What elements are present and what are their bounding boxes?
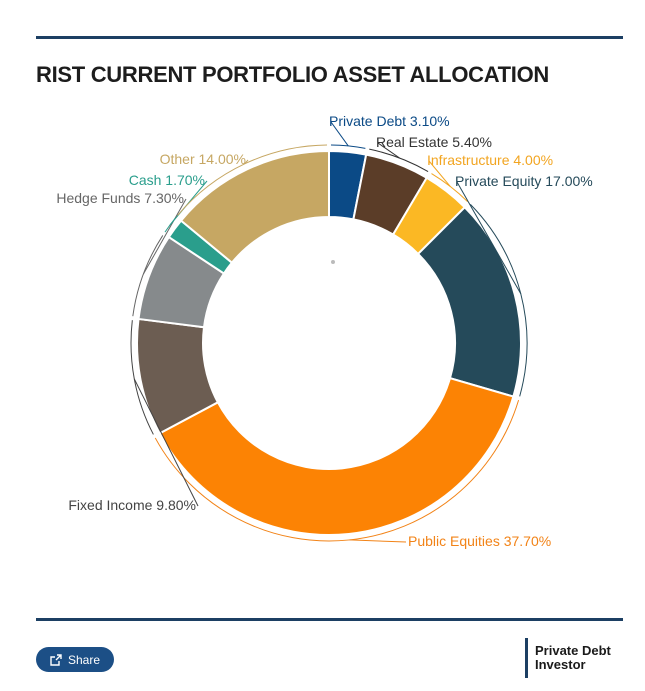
label-connector bbox=[244, 159, 249, 165]
center-dot bbox=[331, 260, 335, 264]
share-icon bbox=[50, 653, 62, 666]
label-connector bbox=[377, 142, 400, 159]
label-connector bbox=[456, 181, 522, 295]
label-connector bbox=[428, 160, 451, 187]
slice-label: Infrastructure 4.00% bbox=[427, 152, 553, 168]
chart-title: RIST CURRENT PORTFOLIO ASSET ALLOCATION bbox=[36, 62, 550, 87]
slice-other[interactable] bbox=[179, 149, 330, 265]
bottom-rule bbox=[36, 618, 623, 621]
donut-chart: Private Debt 3.10% Real Estate 5.40% Infra… bbox=[56, 113, 593, 549]
slice-label: Cash 1.70% bbox=[129, 172, 205, 188]
slice-bracket bbox=[154, 399, 520, 542]
slice-label: Fixed Income 9.80% bbox=[68, 497, 196, 513]
brand-line1: Private Debt bbox=[535, 643, 611, 658]
slice-label: Real Estate 5.40% bbox=[376, 134, 492, 150]
label-connector bbox=[349, 539, 407, 543]
slice-label: Other 14.00% bbox=[160, 151, 246, 167]
top-rule bbox=[36, 36, 623, 39]
label-connector bbox=[142, 198, 187, 275]
slice-bracket bbox=[330, 144, 366, 149]
slice-label: Private Debt 3.10% bbox=[329, 113, 450, 129]
label-connector bbox=[133, 378, 199, 507]
slice-label: Private Equity 17.00% bbox=[455, 173, 593, 189]
share-button[interactable]: Share bbox=[36, 647, 114, 672]
slice-label: Public Equities 37.70% bbox=[408, 533, 551, 549]
slice-label: Hedge Funds 7.30% bbox=[56, 190, 184, 206]
slice-bracket bbox=[177, 144, 328, 216]
slice-bracket bbox=[132, 235, 164, 317]
brand-logo: Private Debt Investor bbox=[525, 638, 611, 678]
brand-line2: Investor bbox=[535, 657, 586, 672]
share-label: Share bbox=[67, 652, 101, 667]
label-connector bbox=[330, 121, 349, 147]
